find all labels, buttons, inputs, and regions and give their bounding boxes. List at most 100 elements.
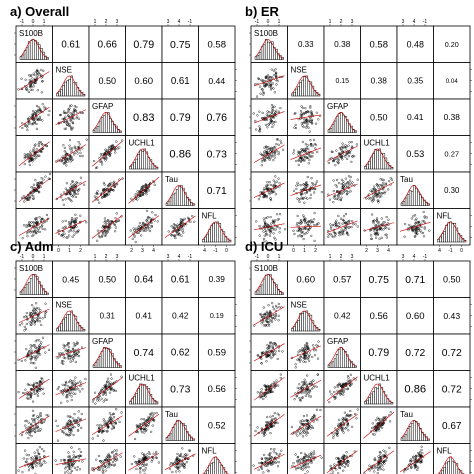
scatter-point [372, 198, 376, 201]
tick-label: 0 [32, 254, 35, 260]
scatter-point [268, 148, 272, 151]
scatter-point [67, 109, 70, 112]
cell-frame [323, 135, 361, 173]
correlation-value: 0.71 [405, 275, 425, 286]
scatter-point [58, 113, 62, 117]
scatter-point [275, 142, 278, 146]
matrix-cell [161, 443, 199, 474]
histogram-bar [299, 313, 302, 332]
scatter-point [67, 342, 70, 345]
scatter-point [334, 164, 337, 167]
scatter-point [101, 196, 104, 199]
histogram-bar [254, 56, 258, 60]
scatter-point [33, 121, 37, 125]
scatter-point [70, 217, 74, 220]
scatter-point [266, 216, 269, 219]
scatter-point [75, 217, 78, 220]
scatter-point [376, 199, 379, 202]
scatter-point [137, 231, 140, 234]
scatter-point [421, 219, 424, 223]
matrix-cell: NSE [52, 297, 90, 335]
matrix-cell [287, 135, 325, 173]
scatter-point [81, 111, 85, 115]
scatter-point [115, 140, 118, 143]
tick-label: 4 [178, 19, 181, 25]
scatter-point [303, 233, 306, 236]
matrix-cell [323, 171, 361, 209]
fit-line [363, 222, 395, 232]
scatter-point [48, 172, 52, 176]
correlation-value: 0.44 [208, 76, 225, 86]
histogram-bar [21, 289, 25, 295]
scatter-point [261, 88, 264, 91]
scatter-point [337, 194, 340, 197]
correlation-value: 0.15 [336, 78, 350, 85]
fit-line [253, 182, 285, 198]
correlation-value: 0.73 [170, 384, 190, 395]
scatter-point [26, 129, 29, 132]
scatter-point [348, 183, 351, 186]
scatter-point [348, 182, 351, 185]
scatter-point [108, 189, 111, 192]
matrix-cell: 0.67 [433, 406, 471, 444]
scatter-point [33, 357, 37, 360]
scatter-point [301, 106, 304, 110]
scatter-point [170, 225, 173, 228]
scatter-point [274, 111, 277, 114]
scatter-point [69, 187, 72, 190]
scatter-point [111, 146, 114, 149]
scatter-point [79, 380, 82, 383]
scatter-point [62, 158, 65, 161]
scatter-point [38, 183, 41, 186]
scatter-point [25, 155, 28, 158]
scatter-point [140, 188, 143, 191]
matrix-cell: 0.73 [198, 135, 236, 173]
histogram-bar [297, 86, 300, 97]
scatter-point [307, 219, 310, 223]
cell-frame [52, 260, 90, 298]
scatter-point [412, 215, 415, 218]
scatter-point [37, 191, 41, 194]
scatter-point [77, 145, 81, 149]
correlation-value: 0.35 [407, 77, 423, 86]
correlation-value: 0.45 [62, 274, 79, 284]
scatter-point [64, 112, 67, 115]
scatter-point [31, 321, 34, 324]
tick-label: -1 [255, 19, 260, 25]
matrix-cell: 0.52 [198, 406, 236, 444]
scatter-point [145, 225, 148, 228]
scatter-point [266, 181, 269, 184]
scatter-point [299, 156, 303, 160]
scatter-point [40, 181, 44, 184]
variable-label: Tau [165, 410, 178, 419]
tick-label: 1 [278, 19, 281, 25]
correlation-value: 0.60 [296, 275, 315, 286]
scatter-point [306, 197, 309, 200]
scatter-point [114, 230, 117, 233]
scatter-point [275, 149, 278, 153]
histogram-bar [171, 193, 175, 206]
histogram-bar [378, 148, 382, 170]
scatter-point [66, 357, 69, 360]
scatter-point [31, 113, 34, 116]
scatter-point [35, 183, 39, 187]
scatter-point [31, 88, 34, 92]
scatter-point [332, 189, 335, 193]
scatter-point [167, 230, 170, 233]
scatter-point [338, 221, 341, 225]
scatter-point [60, 401, 63, 404]
scatter-point [104, 187, 107, 190]
scatter-point [112, 181, 115, 184]
scatter-point [341, 222, 344, 225]
scatter-point [64, 187, 67, 190]
scatter-point [100, 234, 104, 237]
histogram-bar [419, 194, 422, 206]
scatter-point [71, 347, 74, 350]
scatter-point [61, 226, 64, 229]
scatter-point [63, 232, 66, 235]
cell-frame [161, 135, 199, 173]
scatter-point [301, 140, 304, 143]
scatter-point [263, 151, 266, 154]
